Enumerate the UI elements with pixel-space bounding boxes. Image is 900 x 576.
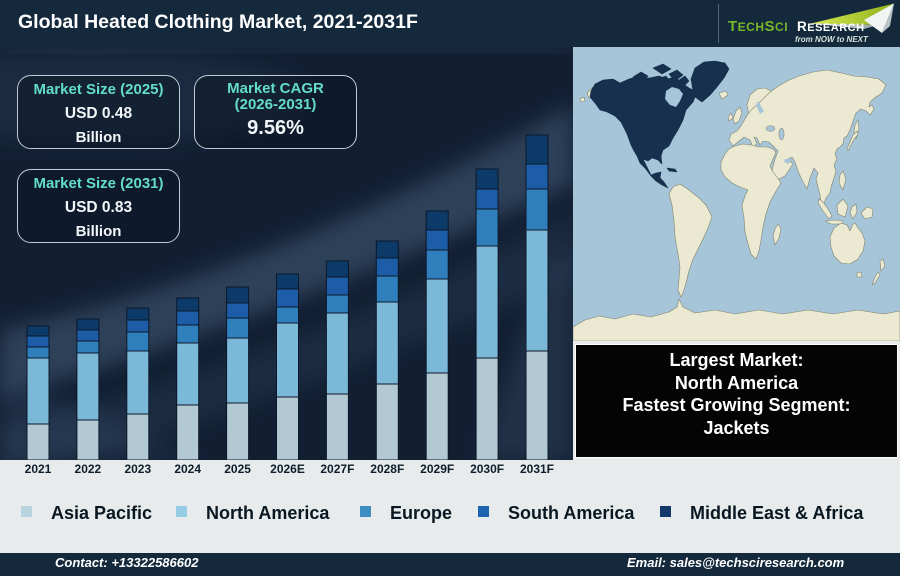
svg-text:RESEARCH: RESEARCH	[797, 19, 865, 34]
svg-text:TECHSCI: TECHSCI	[728, 18, 788, 35]
svg-text:from NOW to NEXT: from NOW to NEXT	[795, 35, 869, 44]
